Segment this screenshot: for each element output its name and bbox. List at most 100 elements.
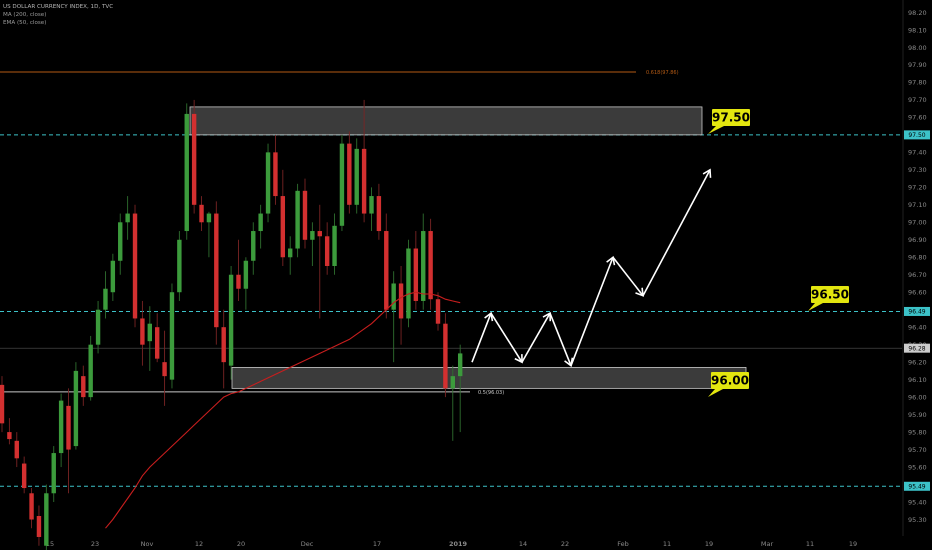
x-tick-label: Nov <box>141 540 154 548</box>
candle-up <box>228 274 234 366</box>
y-tick-label: 95.70 <box>908 446 927 454</box>
candle-down <box>81 376 86 398</box>
candle-up <box>310 231 315 240</box>
candle-up <box>103 288 108 310</box>
candle-down <box>435 299 441 324</box>
projection-arrow-head <box>702 168 712 178</box>
projection-arrow-segment <box>549 312 572 366</box>
candle-up <box>95 309 101 345</box>
candle-up <box>73 370 79 447</box>
y-tick-label: 96.00 <box>908 393 927 401</box>
callout-label: 96.50 <box>811 288 849 302</box>
fib-05-label: 0.5(96.03) <box>478 390 504 396</box>
x-tick-label: Dec <box>301 540 314 548</box>
price-tag-current <box>904 343 930 353</box>
y-tick-label: 96.80 <box>908 254 927 262</box>
legend-ema: EMA (50, close) <box>3 20 47 26</box>
candle-down <box>273 152 278 197</box>
y-tick-label: 96.20 <box>908 358 927 366</box>
candle-down <box>199 204 204 223</box>
candle-down <box>324 236 330 266</box>
candle-down <box>413 248 419 301</box>
x-tick-label: 14 <box>519 540 527 548</box>
projection-arrow-segment <box>642 169 711 297</box>
projection-arrow-segment <box>521 312 551 363</box>
candle-up <box>288 248 293 258</box>
candle-down <box>302 190 308 240</box>
y-tick-label: 97.80 <box>908 79 927 87</box>
candle-up <box>206 213 212 223</box>
candle-up <box>332 225 337 266</box>
candle-up <box>51 453 56 494</box>
candle-up <box>58 400 64 454</box>
x-tick-label: 15 <box>46 540 54 548</box>
candle-up <box>406 248 411 319</box>
candle-down <box>162 362 167 377</box>
candle-up <box>184 113 189 232</box>
candle-up <box>265 152 271 214</box>
callout-box <box>811 286 849 303</box>
resistance-zone <box>189 106 703 136</box>
candle-up <box>147 323 152 342</box>
candle-down <box>0 384 5 424</box>
price-tag-low-text: 95.49 <box>908 483 925 490</box>
price-tag-low <box>904 481 930 491</box>
x-tick-label: 23 <box>91 540 99 548</box>
callout-box <box>712 109 750 126</box>
y-tick-label: 97.60 <box>908 114 927 122</box>
candle-up <box>118 222 123 261</box>
candle-down <box>428 231 433 300</box>
fib-0618-label: 0.618(97.86) <box>646 70 679 76</box>
y-tick-label: 97.40 <box>908 149 927 157</box>
candle-down <box>221 327 226 363</box>
candle-down <box>21 463 27 489</box>
candle-up <box>295 190 300 249</box>
candle-up <box>169 292 175 380</box>
y-tick-label: 98.20 <box>908 9 927 17</box>
legend-ma: MA (200, close) <box>3 12 47 18</box>
candle-up <box>110 260 116 293</box>
candle-up <box>251 231 256 261</box>
candle-down <box>347 143 352 205</box>
y-tick-label: 97.70 <box>908 96 927 104</box>
x-tick-label: Feb <box>617 540 629 548</box>
x-tick-label: 12 <box>195 540 203 548</box>
y-tick-label: 95.80 <box>908 428 927 436</box>
legend-symbol: US DOLLAR CURRENCY INDEX, 1D, TVC <box>3 4 114 10</box>
y-tick-label: 98.10 <box>908 26 927 34</box>
candle-up <box>125 213 130 223</box>
candle-down <box>443 323 448 389</box>
x-tick-label: 11 <box>806 540 814 548</box>
x-tick-label: 22 <box>561 540 569 548</box>
candle-up <box>177 239 182 293</box>
ema-50-line <box>105 291 461 529</box>
candle-down <box>140 318 145 345</box>
y-tick-label: 97.30 <box>908 166 927 174</box>
candle-up <box>243 260 249 289</box>
x-tick-label: 20 <box>237 540 245 548</box>
y-tick-label: 97.90 <box>908 61 927 69</box>
x-tick-label: 17 <box>373 540 381 548</box>
callout-label: 97.50 <box>712 111 750 125</box>
y-tick-label: 97.00 <box>908 219 927 227</box>
candle-down <box>384 231 389 310</box>
callout-label: 96.00 <box>711 374 749 388</box>
projection-arrow-segment <box>490 312 523 363</box>
candle-down <box>154 327 160 359</box>
y-tick-label: 96.10 <box>908 376 927 384</box>
chart-legend: US DOLLAR CURRENCY INDEX, 1D, TVC MA (20… <box>3 3 113 27</box>
candle-down <box>317 231 322 237</box>
x-tick-label: Mar <box>761 540 774 548</box>
candle-up <box>391 283 396 310</box>
candle-down <box>214 213 219 328</box>
y-tick-label: 97.20 <box>908 184 927 192</box>
y-tick-label: 96.40 <box>908 323 927 331</box>
candle-down <box>36 516 42 537</box>
callout-box <box>711 372 749 389</box>
y-tick-label: 95.30 <box>908 516 927 524</box>
candle-down <box>14 440 19 459</box>
candle-down <box>398 283 404 319</box>
callout-pointer <box>708 389 723 397</box>
